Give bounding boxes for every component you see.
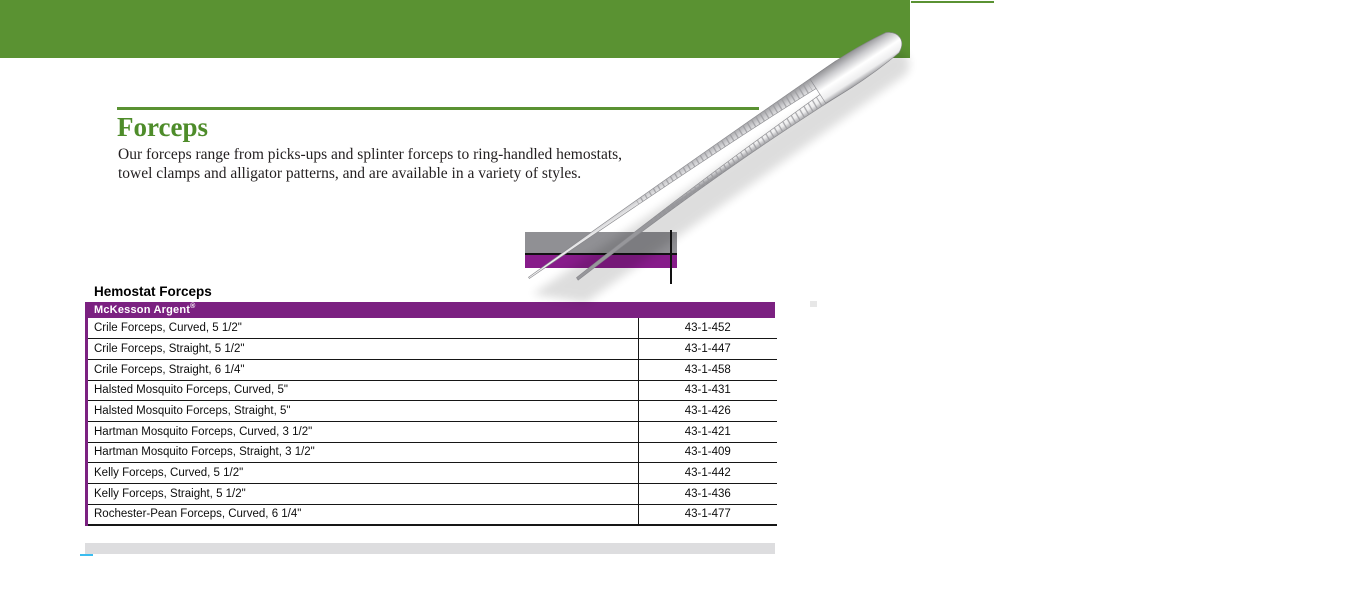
forceps-serration-texture — [629, 76, 826, 224]
catalog-number-cell: 43-1-409 — [638, 442, 777, 464]
section-description: Our forceps range from picks-ups and spl… — [118, 146, 622, 183]
product-description-cell: Halsted Mosquito Forceps, Straight, 5" — [85, 400, 639, 422]
product-description-cell: Hartman Mosquito Forceps, Straight, 3 1/… — [85, 442, 639, 464]
catalog-number-cell: 43-1-431 — [638, 380, 777, 402]
table-row: Rochester-Pean Forceps, Curved, 6 1/4" 4… — [85, 504, 777, 526]
top-green-banner — [0, 0, 910, 58]
product-description-cell: Kelly Forceps, Curved, 5 1/2" — [85, 462, 639, 484]
page-title: Forceps — [117, 112, 208, 142]
product-description-cell: Hartman Mosquito Forceps, Curved, 3 1/2" — [85, 421, 639, 443]
cyan-crop-mark — [80, 554, 93, 556]
catalog-number-cell: 43-1-452 — [638, 318, 777, 340]
section-divider-rule — [117, 107, 759, 110]
catalog-number-cell: 43-1-447 — [638, 338, 777, 360]
forceps-shadow — [532, 50, 910, 303]
top-right-green-line — [911, 1, 994, 3]
catalog-number-cell: 43-1-426 — [638, 400, 777, 422]
table-row: Halsted Mosquito Forceps, Curved, 5" 43-… — [85, 380, 777, 402]
catalog-number-cell: 43-1-458 — [638, 359, 777, 381]
gray-print-artifact — [810, 301, 817, 307]
table-row: Crile Forceps, Straight, 6 1/4" 43-1-458 — [85, 359, 777, 381]
catalog-number-cell: 43-1-436 — [638, 483, 777, 505]
table-row: Hartman Mosquito Forceps, Curved, 3 1/2"… — [85, 421, 777, 443]
section-description-line1: Our forceps range from picks-ups and spl… — [118, 146, 623, 163]
product-table-body: Crile Forceps, Curved, 5 1/2" 43-1-452 C… — [85, 318, 777, 526]
catalog-number-cell: 43-1-421 — [638, 421, 777, 443]
table-footer-gray-bar — [85, 543, 775, 554]
product-description-cell: Crile Forceps, Curved, 5 1/2" — [85, 318, 639, 340]
section-description-line2: towel clamps and alligator patterns, and… — [118, 164, 582, 182]
table-row: Kelly Forceps, Curved, 5 1/2" 43-1-442 — [85, 462, 777, 484]
product-description-cell: Rochester-Pean Forceps, Curved, 6 1/4" — [85, 504, 639, 526]
product-description-cell: Crile Forceps, Straight, 5 1/2" — [85, 338, 639, 360]
product-description-cell: Kelly Forceps, Straight, 5 1/2" — [85, 483, 639, 505]
table-row: Crile Forceps, Curved, 5 1/2" 43-1-452 — [85, 318, 777, 340]
registered-trademark-mark: ® — [190, 303, 196, 310]
catalog-number-cell: 43-1-442 — [638, 462, 777, 484]
table-heading: Hemostat Forceps — [94, 284, 212, 299]
table-row: Crile Forceps, Straight, 5 1/2" 43-1-447 — [85, 338, 777, 360]
photo-background-gray-bar — [525, 232, 677, 255]
table-row: Kelly Forceps, Straight, 5 1/2" 43-1-436 — [85, 483, 777, 505]
photo-crop-vertical-line — [670, 230, 672, 284]
table-row: Halsted Mosquito Forceps, Straight, 5" 4… — [85, 400, 777, 422]
product-description-cell: Crile Forceps, Straight, 6 1/4" — [85, 359, 639, 381]
product-table: McKesson Argent® Crile Forceps, Curved, … — [85, 302, 777, 526]
catalog-number-cell: 43-1-477 — [638, 504, 777, 526]
photo-background-purple-bar — [525, 255, 677, 268]
table-row: Hartman Mosquito Forceps, Straight, 3 1/… — [85, 442, 777, 464]
brand-name: McKesson Argent — [94, 304, 191, 316]
table-brand-header: McKesson Argent® — [85, 302, 775, 318]
product-description-cell: Halsted Mosquito Forceps, Curved, 5" — [85, 380, 639, 402]
